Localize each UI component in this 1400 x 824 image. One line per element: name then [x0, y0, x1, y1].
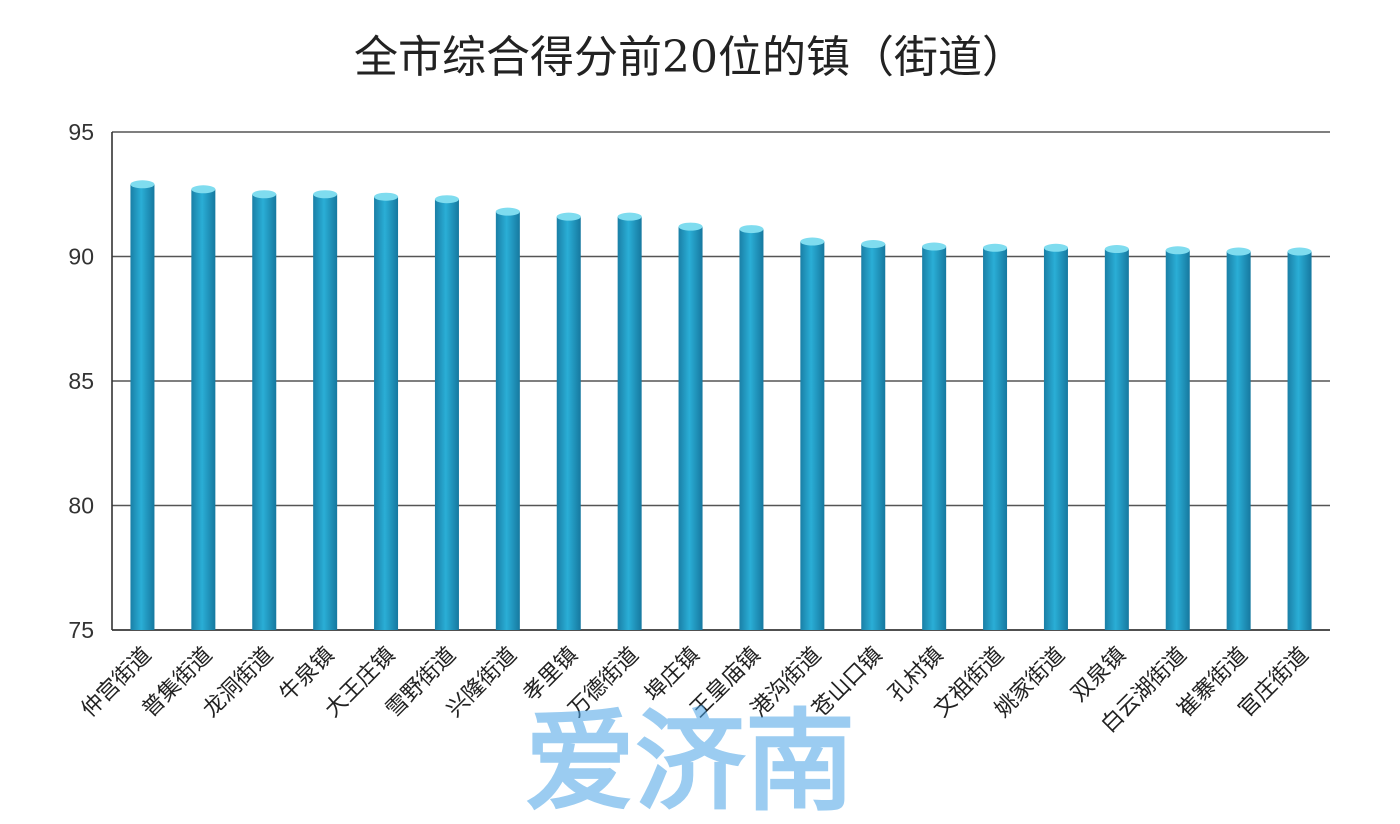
bar-top-cap	[1104, 245, 1129, 254]
bars-layer	[130, 180, 1312, 631]
bar-top-cap	[800, 237, 825, 246]
bar-top-cap	[617, 212, 642, 221]
chart-title: 全市综合得分前20位的镇（街道）	[354, 32, 1026, 83]
bar-top-cap	[1226, 247, 1251, 256]
bar-top-cap	[1287, 247, 1312, 256]
bar	[1104, 249, 1129, 630]
bar-top-cap	[313, 190, 338, 199]
bar	[1043, 247, 1068, 630]
bar-top-cap	[1165, 246, 1190, 255]
bar-top-cap	[434, 195, 459, 204]
bar	[922, 246, 947, 631]
bar	[1287, 251, 1312, 630]
bar-top-cap	[252, 190, 277, 199]
bar-top-cap	[922, 242, 947, 251]
bar-top-cap	[191, 185, 216, 194]
bar-top-cap	[1043, 243, 1068, 252]
bar	[130, 184, 155, 631]
bar	[983, 247, 1008, 630]
bar	[374, 196, 399, 631]
y-tick-label: 95	[68, 119, 94, 145]
bar	[1165, 250, 1190, 630]
bar-top-cap	[130, 180, 155, 189]
bar	[191, 189, 216, 630]
bar-top-cap	[861, 240, 886, 249]
bar	[800, 241, 825, 630]
bar	[861, 244, 886, 631]
bar	[556, 216, 581, 630]
bar-top-cap	[739, 225, 764, 234]
bar	[1226, 251, 1251, 630]
bar-top-cap	[556, 212, 581, 221]
y-tick-label: 85	[68, 368, 94, 394]
y-tick-label: 90	[68, 244, 94, 270]
watermark-logo: 爱济南	[525, 698, 855, 824]
bar	[252, 194, 277, 630]
bar-top-cap	[374, 192, 399, 201]
bar	[678, 226, 703, 630]
bar	[617, 216, 642, 630]
bar	[313, 194, 338, 630]
bar-top-cap	[678, 222, 703, 231]
bar	[739, 229, 764, 631]
y-tick-label: 75	[68, 617, 94, 643]
bar-top-cap	[495, 207, 520, 216]
bar	[434, 199, 459, 631]
y-tick-label: 80	[68, 493, 94, 519]
bar	[495, 211, 520, 630]
bar-top-cap	[983, 243, 1008, 252]
